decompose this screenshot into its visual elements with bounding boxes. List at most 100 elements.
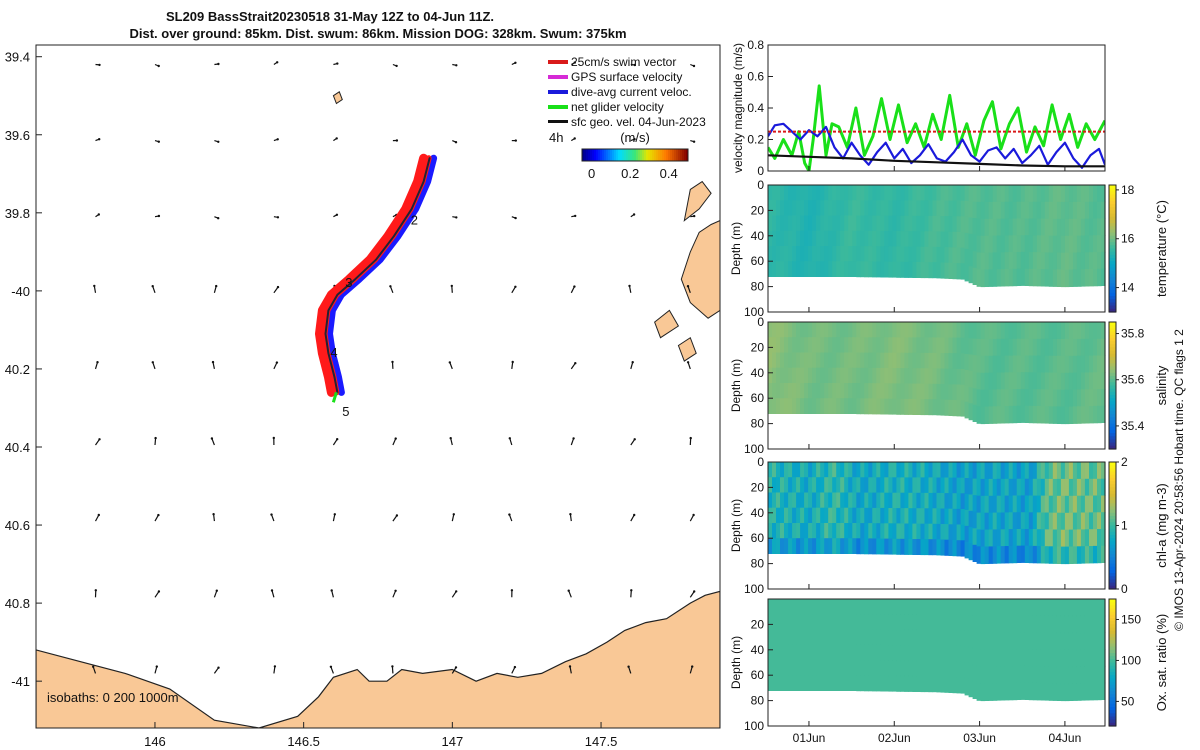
section-cell — [880, 660, 885, 677]
geo-velocity-arrowhead — [454, 141, 458, 144]
section-cell — [780, 352, 785, 369]
section-cell — [872, 215, 877, 232]
section-cell — [1032, 235, 1038, 253]
section-cell — [1044, 372, 1050, 390]
section-cell — [1084, 546, 1090, 564]
section-cell — [1000, 478, 1006, 497]
map-colorbar-cell — [590, 149, 593, 161]
section-cell — [844, 644, 849, 661]
section-cell — [800, 477, 805, 493]
section-cell — [796, 644, 801, 661]
section-cell — [924, 614, 930, 631]
section-cell — [800, 383, 805, 399]
section-cell — [860, 200, 865, 217]
section-cell — [888, 337, 893, 354]
geo-velocity-arrowhead — [335, 137, 338, 140]
section-cell — [944, 216, 950, 233]
section-cell — [932, 477, 938, 494]
section-cell — [804, 599, 809, 615]
geo-velocity-arrowhead — [270, 589, 274, 592]
section-cell — [976, 529, 982, 547]
section-cell — [1048, 599, 1054, 617]
section-colorbar-cell — [1109, 254, 1116, 259]
section-cell — [1000, 683, 1006, 701]
section-cell — [896, 462, 901, 478]
section-cell — [992, 338, 998, 357]
section-colorbar-label: salinity — [1154, 365, 1169, 405]
section-cell — [800, 599, 805, 615]
section-cell — [780, 660, 785, 676]
section-cell — [956, 368, 962, 386]
section-cell — [932, 231, 938, 248]
section-cell — [992, 649, 998, 668]
section-cell — [1044, 252, 1050, 270]
section-cell — [912, 523, 917, 540]
section-cell — [944, 599, 950, 616]
section-cell — [824, 492, 829, 509]
section-cell — [1008, 649, 1014, 667]
section-cell — [1016, 389, 1022, 407]
section-cell — [792, 246, 797, 262]
section-cell — [896, 508, 901, 525]
section-cell — [924, 660, 930, 677]
map-x-tick-label: 147 — [441, 734, 463, 749]
section-cell — [1052, 666, 1058, 684]
section-cell — [864, 337, 869, 354]
section-cell — [1004, 462, 1010, 480]
section-cell — [976, 462, 982, 480]
section-cell — [824, 383, 829, 399]
section-cell — [1036, 546, 1042, 564]
section-cell — [888, 261, 893, 278]
section-cell — [836, 200, 841, 216]
section-cell — [892, 660, 897, 677]
section-cell — [920, 660, 926, 677]
section-cell — [1000, 462, 1006, 480]
section-cell — [828, 462, 833, 478]
section-y-tick-label: 100 — [744, 305, 764, 319]
section-cell — [1028, 201, 1034, 220]
section-cell — [788, 398, 793, 414]
velocity-panel: 00.20.40.60.8 velocity magnitude (m/s) — [731, 38, 1106, 178]
section-cell — [916, 539, 921, 555]
section-cell — [812, 614, 817, 630]
section-colorbar-cell — [1109, 232, 1116, 237]
section-cell — [780, 200, 785, 216]
section-cell — [1089, 529, 1094, 547]
section-cell — [828, 200, 833, 216]
section-cell — [796, 492, 801, 509]
section-cell — [964, 232, 970, 250]
section-colorbar-tick-label: 0 — [1121, 582, 1128, 596]
section-cell — [1093, 462, 1098, 480]
section-cell — [932, 629, 938, 646]
section-cell — [980, 666, 986, 685]
section-cell — [968, 478, 974, 496]
section-cell — [768, 599, 773, 615]
section-cell — [940, 200, 946, 217]
section-cell — [892, 508, 897, 524]
section-cell — [996, 372, 1002, 390]
section-cell — [980, 201, 986, 220]
section-cell — [1072, 406, 1078, 424]
section-cell — [1040, 372, 1046, 390]
section-cell — [992, 546, 998, 564]
geo-velocity-arrowhead — [276, 138, 279, 141]
section-cell — [1060, 683, 1066, 702]
geo-velocity-arrowhead — [157, 64, 160, 68]
section-cell — [996, 185, 1002, 203]
section-cell — [1000, 218, 1006, 236]
section-cell — [1008, 268, 1014, 287]
section-cell — [1076, 546, 1082, 564]
section-cell — [828, 614, 833, 630]
section-cell — [876, 383, 881, 400]
section-colorbar-cell — [1109, 611, 1116, 616]
velocity-line-dive-avg — [768, 122, 1105, 169]
section-y-tick-label: 100 — [744, 582, 764, 596]
section-cell — [884, 246, 889, 263]
map-colorbar-cell — [648, 149, 651, 161]
section-cell — [848, 337, 853, 353]
section-cell — [808, 261, 813, 277]
section-colorbar-cell — [1109, 659, 1116, 664]
section-cell — [1080, 269, 1086, 287]
section-cell — [828, 352, 833, 369]
